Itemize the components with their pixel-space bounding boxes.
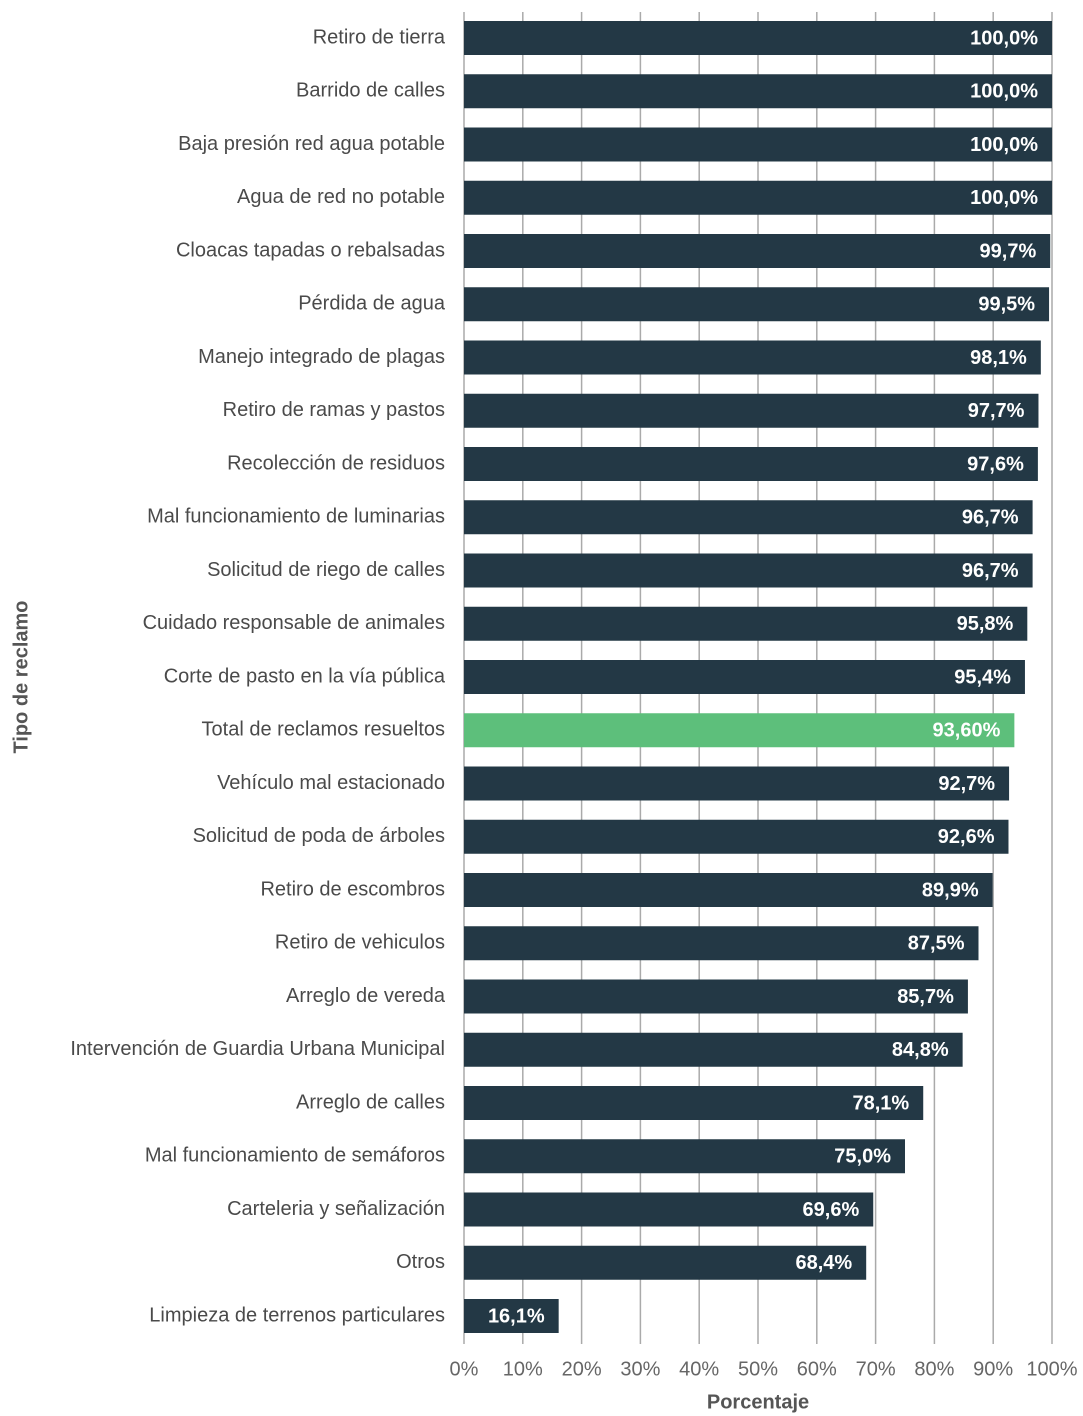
bar (464, 819, 1009, 854)
y-tick-label: Pérdida de agua (298, 293, 446, 315)
bar (464, 1245, 867, 1280)
bar (464, 606, 1028, 641)
bar (464, 447, 1038, 481)
bar (464, 1299, 559, 1333)
y-tick-label: Carteleria y señalización (227, 1198, 445, 1220)
y-tick-label: Arreglo de vereda (286, 985, 446, 1007)
bar (464, 979, 968, 1014)
x-tick-label: 0% (450, 1358, 479, 1380)
value-label: 95,4% (954, 666, 1011, 688)
y-tick-label: Solicitud de riego de calles (207, 559, 445, 581)
value-label: 84,8% (892, 1039, 949, 1061)
value-label: 100,0% (970, 27, 1038, 49)
bar (464, 1032, 963, 1067)
value-label: 96,7% (962, 560, 1019, 582)
value-label: 69,6% (803, 1199, 860, 1221)
y-tick-label: Arreglo de calles (296, 1091, 445, 1113)
value-label: 100,0% (970, 81, 1038, 103)
value-label: 95,8% (957, 613, 1014, 635)
y-tick-label: Agua de red no potable (237, 186, 445, 208)
value-label: 99,7% (980, 240, 1037, 262)
value-label: 85,7% (897, 986, 954, 1008)
value-label: 68,4% (795, 1252, 852, 1274)
y-tick-label: Recolección de residuos (227, 452, 445, 474)
y-axis-title: Tipo de reclamo (10, 600, 32, 753)
bar (464, 340, 1041, 375)
bar (464, 713, 1015, 748)
value-label: 99,5% (978, 294, 1035, 316)
y-tick-label: Total de reclamos resueltos (202, 719, 445, 741)
x-tick-label: 20% (562, 1358, 602, 1380)
value-label: 100,0% (970, 187, 1038, 209)
x-tick-label: 30% (620, 1358, 660, 1380)
y-tick-label: Baja presión red agua potable (178, 133, 445, 155)
y-tick-label: Cloacas tapadas o rebalsadas (176, 239, 445, 261)
y-tick-label: Retiro de escombros (260, 878, 445, 900)
y-tick-label: Limpieza de terrenos particulares (149, 1304, 445, 1326)
x-axis-title: Porcentaje (707, 1391, 809, 1413)
y-tick-label: Mal funcionamiento de luminarias (147, 506, 445, 528)
y-tick-label: Intervención de Guardia Urbana Municipal (70, 1038, 445, 1060)
x-tick-label: 100% (1026, 1358, 1077, 1380)
value-label: 75,0% (834, 1146, 891, 1168)
x-tick-label: 60% (797, 1358, 837, 1380)
bar (464, 766, 1010, 801)
bar (464, 180, 1052, 215)
bar (464, 393, 1039, 428)
y-tick-label: Manejo integrado de plagas (198, 346, 445, 368)
y-tick-label: Vehículo mal estacionado (217, 772, 445, 794)
bar (464, 1086, 924, 1120)
y-tick-label: Cuidado responsable de animales (143, 612, 445, 634)
bar (464, 21, 1052, 55)
y-tick-label: Retiro de vehiculos (275, 932, 445, 954)
x-tick-label: 90% (973, 1358, 1013, 1380)
value-label: 97,7% (968, 400, 1025, 422)
value-label: 87,5% (908, 933, 965, 955)
bar (464, 1192, 874, 1227)
value-label: 16,1% (488, 1305, 545, 1327)
bar (464, 287, 1050, 322)
y-tick-label: Solicitud de poda de árboles (193, 825, 445, 847)
bar (464, 1139, 905, 1174)
y-tick-label: Corte de pasto en la vía pública (164, 665, 446, 687)
bar (464, 553, 1033, 588)
value-label: 96,7% (962, 507, 1019, 529)
bar (464, 127, 1052, 162)
value-label: 100,0% (970, 134, 1038, 156)
bar (464, 873, 993, 907)
bar (464, 660, 1025, 694)
bar (464, 926, 979, 961)
value-label: 92,6% (938, 826, 995, 848)
value-label: 93,60% (933, 720, 1001, 742)
bar (464, 500, 1033, 535)
y-tick-label: Barrido de calles (296, 80, 445, 102)
bar (464, 74, 1052, 109)
x-tick-label: 70% (856, 1358, 896, 1380)
bar (464, 234, 1051, 268)
value-label: 89,9% (922, 879, 979, 901)
y-tick-label: Retiro de ramas y pastos (223, 399, 445, 421)
x-tick-label: 80% (914, 1358, 954, 1380)
y-tick-label: Retiro de tierra (313, 26, 446, 48)
value-label: 78,1% (853, 1092, 910, 1114)
value-label: 98,1% (970, 347, 1027, 369)
y-tick-label: Mal funcionamiento de semáforos (145, 1145, 445, 1167)
x-tick-label: 10% (503, 1358, 543, 1380)
value-label: 97,6% (967, 453, 1024, 475)
x-tick-label: 40% (679, 1358, 719, 1380)
y-tick-label: Otros (396, 1251, 445, 1273)
x-tick-label: 50% (738, 1358, 778, 1380)
value-label: 92,7% (938, 773, 995, 795)
